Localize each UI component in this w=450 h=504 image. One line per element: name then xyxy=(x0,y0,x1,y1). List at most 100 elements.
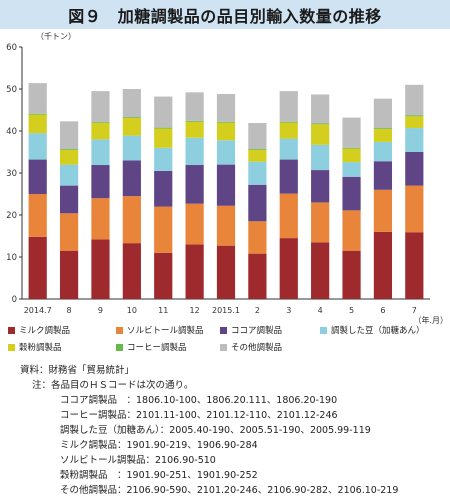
bar-segment xyxy=(185,165,204,204)
bar-segment xyxy=(405,128,424,152)
x-tick-label: 2 xyxy=(255,306,260,315)
bar-segment xyxy=(405,116,424,129)
legend-item: 調製した豆（加糖あん） xyxy=(320,324,425,336)
legend-item: ミルク調製品 xyxy=(8,324,70,336)
legend-swatch xyxy=(320,326,327,334)
legend-label: コーヒー調製品 xyxy=(127,343,187,353)
y-tick-label: 20 xyxy=(6,211,17,221)
legend-label: その他調製品 xyxy=(231,343,283,353)
bar-segment xyxy=(279,121,298,123)
bar-segment xyxy=(185,137,204,166)
bar-segment xyxy=(122,135,141,161)
legend-label: 調製した豆（加糖あん） xyxy=(331,326,425,336)
bar-segment xyxy=(248,221,267,254)
bar-segment xyxy=(216,122,236,141)
bar-segment xyxy=(311,144,330,171)
bar-segment xyxy=(154,206,173,253)
legend-swatch xyxy=(116,343,123,351)
legend-item: ソルビトール調製品 xyxy=(116,324,204,336)
hs-code-item: コーヒー調製品：2101.11-100、2101.12-110、2101.12-… xyxy=(60,410,338,421)
note-row: 注：各品目のＨＳコードは次の通り。 xyxy=(32,379,193,394)
bar-segment xyxy=(248,123,267,150)
y-tick-label: 0 xyxy=(12,295,17,305)
y-tick-label: 40 xyxy=(6,127,17,137)
bar-segment xyxy=(28,113,47,115)
bar-segment xyxy=(28,194,47,237)
bar-segment xyxy=(216,205,236,246)
bar-segment xyxy=(342,250,361,299)
bar-segment xyxy=(342,148,361,163)
bar-segment xyxy=(405,152,424,186)
x-tick-label: 4 xyxy=(318,306,323,315)
bar-segment xyxy=(342,117,361,148)
bar-segment xyxy=(154,96,173,128)
bar-segment xyxy=(311,124,330,145)
hs-code-item: 穀粉調製品 ：1901.90-251、1901.90-252 xyxy=(60,470,258,481)
bar-segment xyxy=(216,164,236,206)
bar-segment xyxy=(248,149,267,150)
bar-segment xyxy=(248,149,267,162)
bar-segment xyxy=(279,122,298,139)
bar-segment xyxy=(311,242,330,299)
bar-segment xyxy=(342,147,361,149)
x-tick-label: 2014.7 xyxy=(24,306,52,315)
bar-segment xyxy=(28,236,47,299)
x-tick-label: 2015.1 xyxy=(212,306,240,315)
legend-swatch xyxy=(8,343,15,351)
bar-segment xyxy=(279,91,298,122)
bar-segment xyxy=(248,253,267,299)
bar-segment xyxy=(122,117,141,118)
note-label: 注： xyxy=(32,380,52,391)
stacked-bar-chart: （千トン） 0 10 20 30 40 50 60 2014.7 8 9 10 11 12 2015.1 2 3… xyxy=(6,31,448,324)
bar-segment xyxy=(154,127,173,129)
x-tick-label: 5 xyxy=(349,306,354,315)
x-tick-label: 11 xyxy=(158,306,168,315)
bar-segment xyxy=(248,184,267,222)
legend-swatch xyxy=(116,326,123,334)
bar-segment xyxy=(279,138,298,160)
hs-code-item: その他調製品：2106.90-590、2101.20-246、2106.90-2… xyxy=(60,485,399,496)
bar-segment xyxy=(91,239,110,299)
bar-segment xyxy=(185,120,204,122)
x-tick-label: 9 xyxy=(98,306,103,315)
bar-segment xyxy=(154,147,173,171)
bar-segment xyxy=(91,198,110,240)
bar-segment xyxy=(122,89,141,118)
y-tick-label: 60 xyxy=(6,43,17,53)
bar-segment xyxy=(311,170,330,203)
legend-swatch xyxy=(220,343,227,351)
bar-segment xyxy=(248,161,267,185)
y-tick-label: 50 xyxy=(6,85,17,95)
bar-segment xyxy=(405,115,424,117)
bar-segment xyxy=(122,243,141,299)
hs-code-item: ミルク調製品：1901.90-219、1906.90-284 xyxy=(60,440,258,451)
bar-segment xyxy=(91,123,110,140)
note-text: 各品目のＨＳコードは次の通り。 xyxy=(51,380,194,391)
hs-code-item: 調製した豆（加糖あん）：2005.40-190、2005.51-190、2005… xyxy=(60,425,371,436)
bar-segment xyxy=(311,202,330,243)
hs-code-item: ソルビトール調製品：2106.90-510 xyxy=(60,455,216,466)
bar-segment xyxy=(405,84,424,116)
bar-segment xyxy=(279,159,298,194)
bar-segment xyxy=(59,213,79,251)
bar-segment xyxy=(154,252,173,299)
bar-segment xyxy=(216,140,236,165)
bar-segment xyxy=(373,128,393,142)
bar-segment xyxy=(28,159,47,194)
bar-segment xyxy=(59,121,79,150)
bar-segment xyxy=(405,185,424,233)
source-row: 資料：財務省「貿易統計」 xyxy=(20,364,134,379)
bar-segment xyxy=(185,121,204,138)
bar-segment xyxy=(342,162,361,177)
bar-segment xyxy=(373,128,393,129)
bar-segment xyxy=(28,114,47,134)
y-unit-label: （千トン） xyxy=(36,31,76,41)
bar-segment xyxy=(216,245,236,299)
bar-segment xyxy=(185,92,204,121)
bar-segment xyxy=(59,149,79,165)
bar-segment xyxy=(405,232,424,299)
hs-code-item: ココア調製品 ：1806.10-100、1806.20.111、1806.20-… xyxy=(60,395,338,406)
bar-segment xyxy=(59,185,79,214)
bar-segment xyxy=(373,98,393,129)
